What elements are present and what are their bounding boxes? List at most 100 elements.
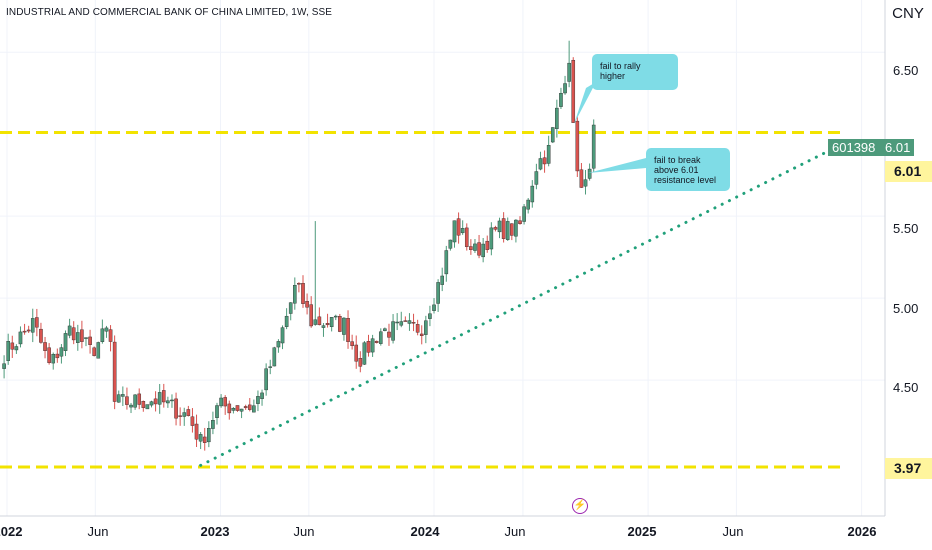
candle-body — [125, 396, 129, 405]
candle-down — [55, 348, 60, 363]
trendline — [199, 140, 848, 467]
candle-down — [88, 329, 92, 354]
candle-up — [256, 390, 260, 412]
candle-down — [227, 400, 232, 420]
candle-body — [219, 397, 223, 407]
candle-down — [346, 310, 350, 349]
candle-body — [231, 407, 236, 411]
candle-body — [30, 318, 35, 333]
candle-down — [493, 225, 498, 232]
candle-body — [198, 434, 203, 442]
candle-body — [473, 243, 477, 251]
candle-body — [514, 219, 518, 237]
candle-body — [501, 218, 506, 239]
candle-down — [542, 150, 547, 173]
horizontal-levels — [0, 131, 845, 469]
candle-body — [264, 368, 268, 391]
candle-up — [473, 238, 477, 253]
candle-body — [362, 342, 367, 365]
candle-up — [264, 363, 268, 396]
candle-up — [424, 315, 428, 344]
candle-body — [432, 304, 436, 311]
candle-body — [338, 315, 342, 332]
candle-down — [477, 234, 481, 259]
annotation-text: fail to break above 6.01 resistance leve… — [654, 155, 717, 185]
candle-body — [100, 328, 105, 342]
currency-label[interactable]: CNY — [892, 5, 924, 22]
y-tick-label: 6.50 — [893, 63, 919, 78]
candle-down — [403, 316, 408, 322]
candle-body — [550, 127, 555, 143]
candle-body — [129, 404, 133, 408]
candle-body — [297, 283, 301, 285]
candle-down — [243, 404, 248, 410]
candle-body — [75, 332, 80, 343]
candle-body — [35, 317, 39, 328]
candle-body — [510, 223, 514, 236]
candle-body — [346, 318, 350, 342]
symbol-label: 601398 — [832, 140, 876, 155]
candle-up — [14, 344, 19, 354]
candle-down — [301, 275, 305, 308]
candle-body — [153, 398, 158, 405]
candle-body — [18, 331, 23, 345]
candle-body — [166, 400, 170, 404]
candle-down — [518, 216, 522, 225]
candle-up — [505, 217, 510, 241]
candle-down — [194, 414, 199, 448]
candle-body — [182, 412, 187, 417]
candle-up — [121, 386, 125, 406]
candle-body — [88, 336, 92, 345]
candle-up — [182, 407, 187, 426]
candle-down — [501, 212, 506, 243]
candle-up — [567, 40, 571, 88]
candle-up — [252, 399, 256, 413]
annotation-callout[interactable]: fail to rally higher — [592, 54, 678, 90]
candle-up — [378, 328, 383, 346]
candle-up — [329, 317, 334, 332]
candle-up — [272, 346, 277, 367]
candle-body — [112, 341, 117, 402]
candle-body — [497, 220, 502, 233]
candle-up — [18, 326, 23, 348]
candle-up — [514, 219, 518, 243]
candle-body — [325, 322, 330, 326]
candle-body — [6, 341, 10, 361]
symbol-price-tag: 601398 6.01 — [828, 139, 915, 156]
candle-down — [374, 340, 379, 344]
candle-body — [170, 399, 174, 402]
candle-up — [280, 325, 285, 350]
candle-body — [80, 329, 84, 342]
y-tick-label: 5.50 — [893, 221, 919, 236]
chart-title: INDUSTRIAL AND COMMERCIAL BANK OF CHINA … — [6, 7, 333, 18]
candle-body — [444, 250, 449, 275]
candle-up — [149, 400, 154, 408]
candle-up — [166, 396, 170, 408]
candle-down — [510, 223, 514, 241]
candle-up — [342, 317, 346, 341]
annotation-callout[interactable]: fail to break above 6.01 resistance leve… — [646, 148, 730, 191]
candle-body — [252, 405, 256, 413]
candle-up — [362, 341, 367, 366]
candle-down — [419, 325, 424, 345]
candle-body — [92, 347, 96, 356]
candle-body — [436, 282, 440, 304]
candle-up — [370, 334, 375, 357]
candle-body — [55, 353, 60, 359]
candle-body — [235, 405, 240, 411]
candle-up — [448, 239, 453, 251]
candle-body — [579, 169, 584, 188]
candle-up — [6, 333, 10, 365]
candle-up — [313, 221, 318, 326]
candle-up — [489, 222, 494, 256]
candle-up — [534, 163, 539, 190]
candle-body — [51, 353, 56, 364]
candle-body — [428, 313, 432, 319]
candle-up — [104, 325, 109, 338]
candle-up — [30, 308, 35, 343]
candle-body — [10, 342, 15, 350]
candle-body — [67, 325, 72, 336]
lightning-icon[interactable]: ⚡ — [572, 498, 588, 514]
candle-body — [452, 220, 457, 243]
